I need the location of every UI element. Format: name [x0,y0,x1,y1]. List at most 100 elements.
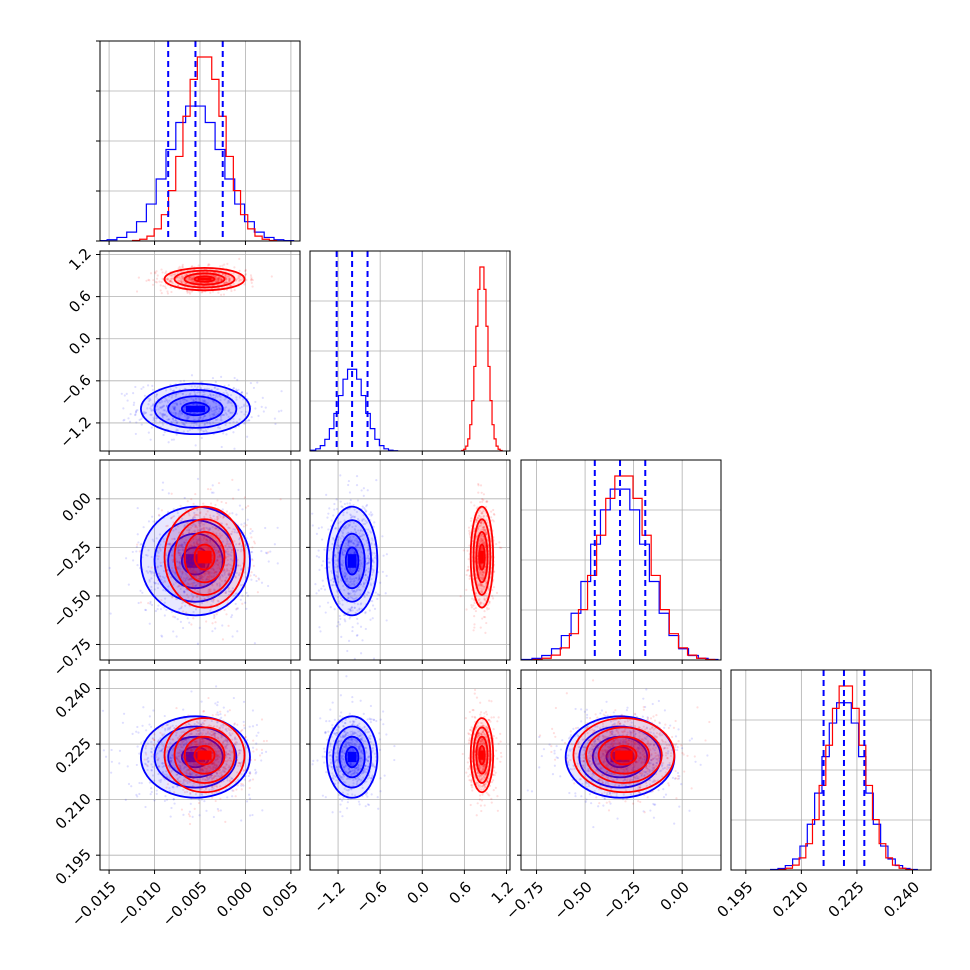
sample-point [160,634,163,637]
sample-point [225,510,229,513]
sample-point [467,568,470,571]
sample-point [222,432,225,435]
sample-point [192,541,196,544]
sample-point [170,396,173,399]
sample-point [238,536,242,540]
sample-point [196,403,199,406]
sample-point [190,570,193,573]
sample-point [196,642,200,645]
sample-point [221,540,224,543]
sample-point [225,433,228,436]
sample-point [485,621,488,625]
sample-point [148,397,151,400]
sample-point [280,409,283,412]
sample-point [273,417,277,420]
sample-point [170,566,174,570]
sample-point [219,408,222,411]
sample-point [159,561,162,564]
sample-point [223,274,227,277]
sample-point [225,576,228,579]
sample-point [220,278,223,281]
sample-point [173,273,176,276]
sample-point [229,277,232,280]
sample-point [201,399,204,402]
sample-point [347,639,351,642]
sample-point [158,546,161,549]
sample-point [226,602,229,606]
sample-point [213,615,216,618]
sample-point [211,290,215,293]
sample-point [175,386,178,389]
sample-point [195,403,198,407]
sample-point [192,595,195,598]
sample-point [244,576,248,579]
sample-point [132,559,135,562]
sample-point [228,408,231,411]
sample-point [216,703,219,707]
sample-point [230,614,234,617]
sample-point [368,513,371,516]
sample-point [165,798,169,801]
sample-point [181,277,185,280]
sample-point [178,561,181,564]
sample-point [165,554,168,557]
sample-point [170,273,173,277]
sample-point [181,422,184,426]
sample-point [245,506,248,509]
sample-point [178,279,181,282]
sample-point [218,554,222,557]
sample-point [197,390,200,393]
sample-point [346,649,349,653]
sample-point [214,571,217,574]
sample-point [467,558,470,561]
sample-point [134,385,137,389]
sample-point [247,419,250,422]
sample-point [140,542,143,545]
sample-point [127,583,130,586]
sample-point [243,522,246,525]
sample-point [172,389,175,392]
sample-point [484,631,487,634]
sample-point [250,536,253,539]
sample-point [202,416,205,420]
sample-point [183,415,186,418]
sample-point [179,414,182,417]
sample-point [205,620,208,623]
sample-point [232,594,235,597]
sample-point [328,507,331,510]
sample-point [138,550,141,553]
sample-point [192,567,195,570]
sample-point [137,541,140,544]
sample-point [158,533,162,536]
sample-point [235,388,238,391]
sample-point [251,530,254,533]
sample-point [223,571,226,574]
sample-point [190,265,193,268]
sample-point [180,544,184,547]
sample-point [190,498,193,501]
sample-point [255,579,258,583]
sample-point [175,403,179,406]
sample-point [322,585,325,588]
sample-point [209,539,212,542]
sample-point [204,538,207,541]
sample-point [264,750,268,753]
sample-point [179,620,183,623]
sample-point [241,602,244,605]
sample-point [319,630,322,633]
sample-point [213,386,216,390]
sample-point [182,276,185,279]
sample-point [147,602,150,605]
sample-point [210,599,213,602]
sample-point [248,793,251,796]
sample-point [222,706,225,709]
sample-point [327,528,330,531]
sample-point [251,278,254,282]
sample-point [236,404,239,408]
sample-point [179,548,182,552]
sample-point [323,588,327,591]
sample-point [174,272,177,276]
sample-point [160,509,164,512]
sample-point [161,581,165,584]
sample-point [220,278,223,282]
